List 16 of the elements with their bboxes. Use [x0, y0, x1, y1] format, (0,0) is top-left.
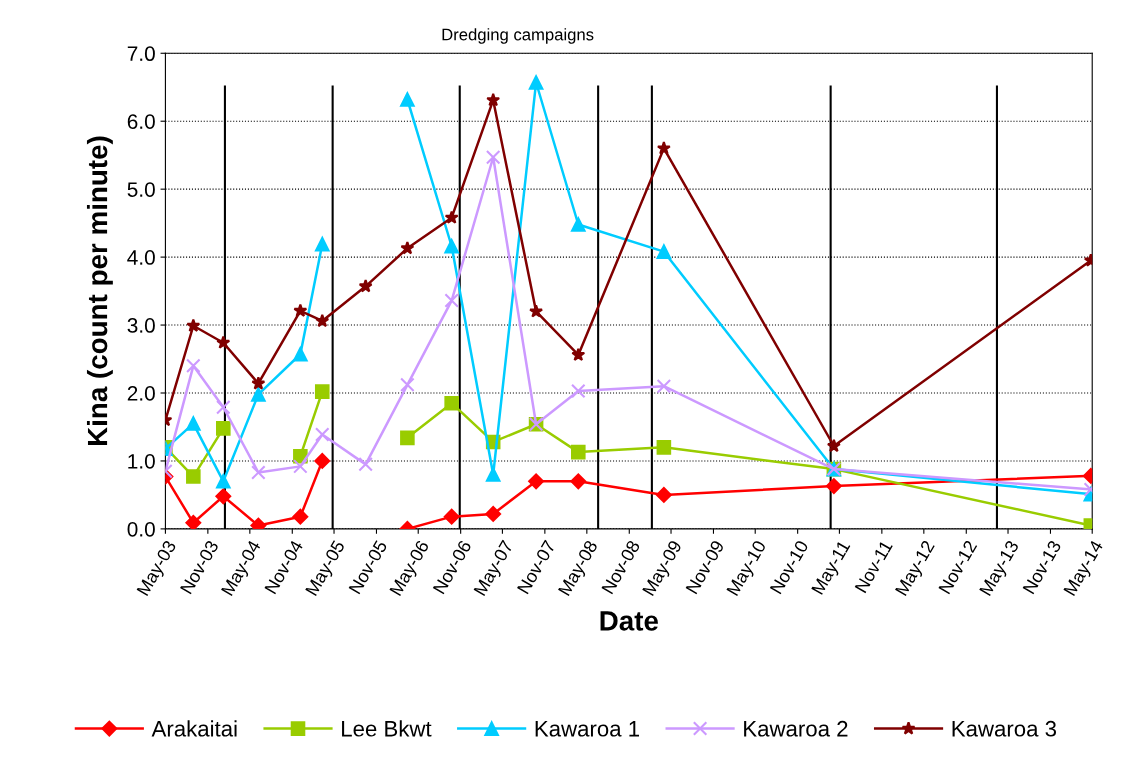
y-tick-label: 7.0: [127, 46, 155, 62]
legend-label: Lee Bkwt: [342, 720, 432, 737]
y-tick-label: 2.0: [127, 386, 155, 401]
y-tick-label: 1.0: [128, 453, 155, 469]
x-axis-title: Date: [600, 611, 658, 631]
y-tick-label: 5.0: [127, 182, 155, 197]
y-tick-label: 3.0: [127, 318, 155, 333]
legend-label: Kawaroa 3: [952, 720, 1057, 737]
y-axis-title: Kina (count per minute): [86, 136, 113, 446]
y-tick-label: 6.0: [127, 114, 155, 129]
y-tick-label: 4.0: [127, 250, 155, 265]
legend-label: Kawaroa 1: [535, 721, 640, 737]
legend-label: Kawaroa 2: [744, 720, 848, 737]
legend-label: Arakaitai: [151, 720, 237, 737]
y-tick-label: 0.0: [127, 521, 155, 537]
text: Dredging campaigns: [442, 28, 594, 44]
